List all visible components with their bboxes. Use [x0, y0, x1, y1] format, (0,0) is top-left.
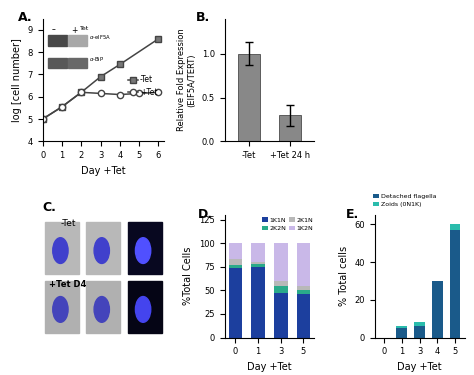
Bar	[274, 243, 288, 281]
Ellipse shape	[94, 238, 109, 264]
Bar	[86, 281, 120, 333]
-Tet	[40, 117, 46, 121]
X-axis label: Day +Tet: Day +Tet	[81, 166, 126, 176]
Bar	[279, 115, 301, 141]
+Tet	[78, 90, 84, 94]
Text: B.: B.	[196, 11, 210, 24]
Line: -Tet: -Tet	[39, 36, 162, 122]
Text: C.: C.	[43, 201, 56, 214]
Bar	[251, 262, 265, 264]
Text: +Tet D4: +Tet D4	[49, 280, 86, 289]
Y-axis label: % Total cells: % Total cells	[339, 246, 349, 306]
+Tet	[40, 117, 46, 121]
Bar	[251, 267, 265, 338]
Bar	[450, 224, 460, 230]
Y-axis label: %Total Cells: %Total Cells	[183, 247, 193, 305]
Text: A.: A.	[18, 11, 33, 24]
X-axis label: Day +Tet: Day +Tet	[247, 362, 292, 372]
Bar	[414, 322, 425, 326]
+Tet	[59, 105, 65, 109]
Bar	[251, 243, 265, 262]
Bar	[297, 294, 310, 338]
-Tet	[98, 75, 103, 79]
-Tet	[78, 90, 84, 94]
Bar	[274, 281, 288, 286]
Bar	[45, 222, 79, 274]
Bar	[396, 328, 407, 338]
Bar	[450, 230, 460, 338]
Text: -Tet: -Tet	[61, 219, 76, 228]
Legend: 1K1N, 2K2N, 2K1N, 1K2N: 1K1N, 2K2N, 2K1N, 1K2N	[260, 215, 316, 234]
Ellipse shape	[136, 238, 151, 264]
Bar	[274, 286, 288, 293]
Bar	[396, 326, 407, 328]
-Tet	[117, 62, 123, 67]
Legend: -Tet, +Tet: -Tet, +Tet	[125, 72, 160, 100]
X-axis label: Day +Tet: Day +Tet	[397, 362, 442, 372]
Legend: Detached flagella, Zoids (0N1K): Detached flagella, Zoids (0N1K)	[371, 191, 438, 210]
Bar	[128, 222, 162, 274]
+Tet	[98, 91, 103, 96]
Text: D.: D.	[198, 207, 212, 220]
-Tet	[155, 36, 161, 41]
Bar	[251, 264, 265, 267]
Y-axis label: log [cell number]: log [cell number]	[12, 38, 22, 122]
Line: +Tet: +Tet	[39, 89, 162, 122]
Bar	[128, 281, 162, 333]
Bar	[228, 265, 242, 268]
Bar	[45, 281, 79, 333]
Ellipse shape	[136, 297, 151, 322]
Bar	[228, 259, 242, 265]
Y-axis label: Relative Fold Expression
(EIF5A/TERT): Relative Fold Expression (EIF5A/TERT)	[177, 28, 196, 131]
Bar	[432, 281, 443, 338]
Bar	[297, 286, 310, 290]
+Tet	[137, 91, 142, 96]
Bar	[297, 290, 310, 294]
Bar	[274, 293, 288, 338]
Bar	[228, 268, 242, 338]
Bar	[86, 222, 120, 274]
Ellipse shape	[94, 297, 109, 322]
Ellipse shape	[53, 238, 68, 264]
Bar	[228, 243, 242, 259]
Bar	[238, 54, 260, 141]
Ellipse shape	[53, 297, 68, 322]
Bar	[297, 243, 310, 286]
+Tet	[155, 90, 161, 94]
Bar	[414, 326, 425, 338]
-Tet	[59, 105, 65, 109]
+Tet	[117, 92, 123, 97]
Text: E.: E.	[346, 207, 359, 220]
